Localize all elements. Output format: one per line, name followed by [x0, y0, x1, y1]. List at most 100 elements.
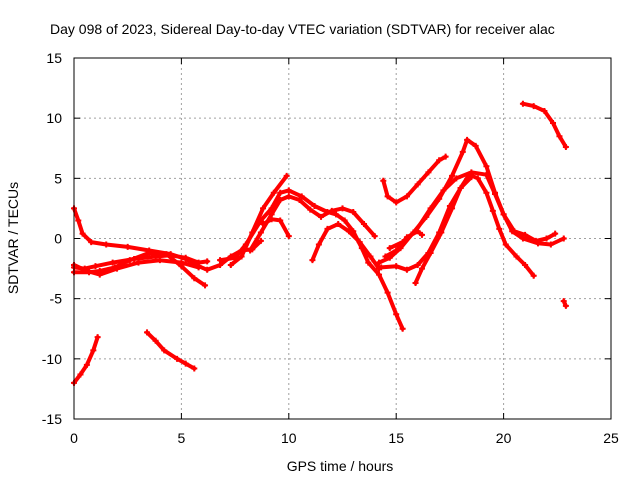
data-point — [339, 205, 346, 212]
data-point — [418, 231, 425, 238]
chart-title: Day 098 of 2023, Sidereal Day-to-day VTE… — [50, 21, 555, 37]
data-point — [174, 355, 181, 362]
data-point — [217, 257, 224, 264]
data-point — [522, 261, 529, 268]
data-point — [552, 230, 559, 237]
data-point — [191, 275, 198, 282]
data-point — [341, 217, 348, 224]
data-point — [182, 360, 189, 367]
data-point — [309, 257, 316, 264]
data-point — [543, 235, 550, 242]
data-point — [483, 171, 490, 178]
data-point — [483, 163, 490, 170]
tick-layer: 0 5 10 15 20 25 -15 -10 -5 0 5 10 15 — [42, 50, 619, 446]
data-point — [277, 217, 284, 224]
data-point — [268, 216, 275, 223]
data-point — [436, 157, 443, 164]
data-point — [315, 241, 322, 248]
data-point — [257, 229, 264, 236]
data-point — [88, 239, 95, 246]
series-line-arc-13 — [377, 137, 558, 265]
data-point — [382, 253, 389, 260]
data-point — [356, 239, 363, 246]
data-point — [519, 235, 526, 242]
data-point — [249, 229, 256, 236]
data-point — [103, 241, 110, 248]
data-point — [530, 103, 537, 110]
data-point — [464, 136, 471, 143]
data-point — [414, 228, 421, 235]
data-point — [195, 264, 202, 271]
data-point — [178, 259, 185, 266]
data-point — [298, 193, 305, 200]
data-point — [427, 205, 434, 212]
data-point — [380, 177, 387, 184]
data-point — [483, 189, 490, 196]
data-point — [191, 365, 198, 372]
data-point — [509, 228, 516, 235]
data-point — [442, 153, 449, 160]
data-point — [459, 148, 466, 155]
data-point — [311, 203, 318, 210]
data-point — [135, 259, 142, 266]
x-tick-label: 20 — [496, 430, 512, 446]
data-point — [365, 259, 372, 266]
series-line-arc-1 — [72, 335, 100, 385]
data-point — [90, 347, 97, 354]
data-point — [393, 247, 400, 254]
data-point — [296, 196, 303, 203]
data-point — [418, 265, 425, 272]
data-point — [449, 172, 456, 179]
data-point — [560, 298, 567, 305]
y-tick-label: -15 — [42, 411, 62, 427]
series-line-arc-11 — [310, 222, 381, 271]
x-tick-label: 10 — [281, 430, 297, 446]
data-point — [376, 271, 383, 278]
data-point — [384, 289, 391, 296]
data-point — [285, 233, 292, 240]
data-point — [412, 280, 419, 287]
data-point — [367, 253, 374, 260]
data-point — [285, 187, 292, 194]
data-point — [449, 205, 456, 212]
data-point — [307, 206, 314, 213]
data-point — [146, 249, 153, 256]
data-point — [376, 259, 383, 266]
data-point — [96, 271, 103, 278]
data-point — [163, 251, 170, 258]
data-point — [519, 100, 526, 107]
x-axis-title: GPS time / hours — [287, 458, 394, 474]
data-point — [227, 261, 234, 268]
data-point — [204, 266, 211, 273]
data-point — [360, 221, 367, 228]
data-point — [79, 230, 86, 237]
series-line-arc-17 — [383, 229, 424, 259]
data-point — [350, 209, 357, 216]
series-line-arc-10 — [261, 217, 291, 239]
data-point — [182, 254, 189, 261]
data-point — [534, 240, 541, 247]
y-tick-label: 10 — [46, 110, 62, 126]
data-point — [83, 361, 90, 368]
data-point — [541, 107, 548, 114]
data-point — [474, 175, 481, 182]
data-point — [124, 243, 131, 250]
data-point — [393, 311, 400, 318]
data-point — [345, 228, 352, 235]
data-point — [126, 257, 133, 264]
data-point — [152, 337, 159, 344]
data-point — [335, 221, 342, 228]
data-point — [414, 181, 421, 188]
data-point — [238, 253, 245, 260]
data-point — [560, 235, 567, 242]
data-point — [333, 211, 340, 218]
data-point — [440, 187, 447, 194]
data-point — [270, 189, 277, 196]
data-point — [113, 265, 120, 272]
y-tick-label: -5 — [50, 291, 63, 307]
y-tick-label: 5 — [54, 170, 62, 186]
x-tick-label: 5 — [178, 430, 186, 446]
data-point — [371, 233, 378, 240]
data-point — [328, 207, 335, 214]
